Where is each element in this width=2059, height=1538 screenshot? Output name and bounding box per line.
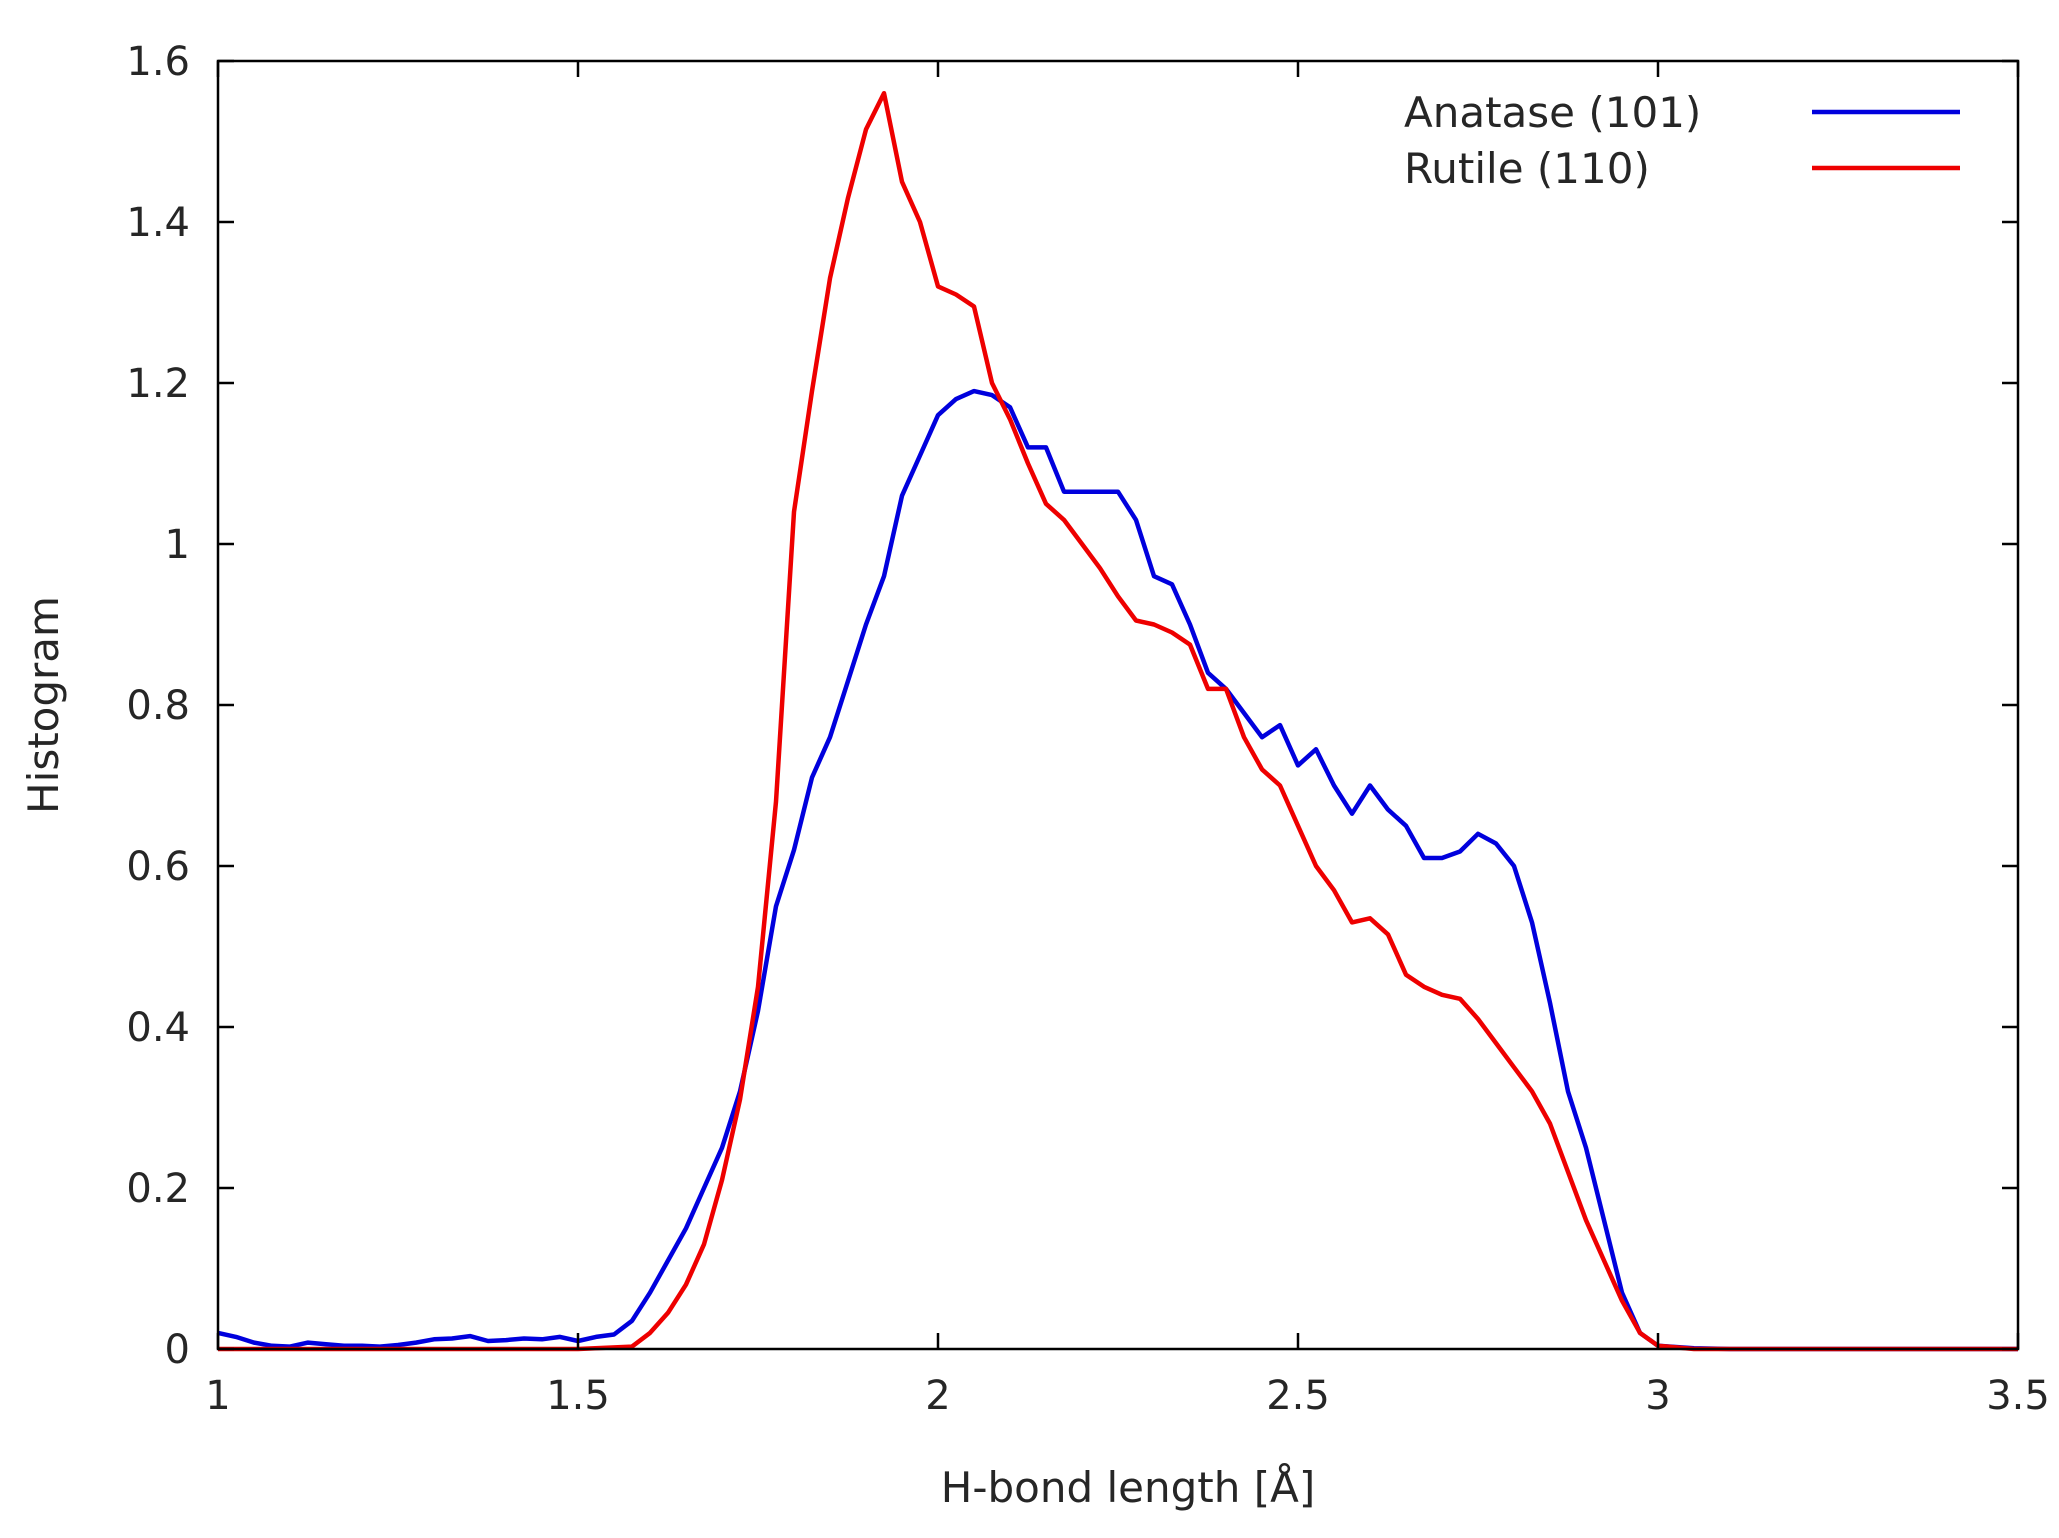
x-tick-label: 3.5 — [1986, 1373, 2050, 1419]
y-tick-label: 0.2 — [126, 1166, 190, 1212]
series-line-anatase — [217, 388, 2018, 1352]
series-layer — [217, 90, 2018, 1352]
legend: Anatase (101) Rutile (110) — [1404, 88, 1960, 193]
y-tick-label: 1.4 — [126, 200, 190, 246]
x-tick-label: 1 — [205, 1373, 230, 1419]
series-line-rutile — [218, 90, 2018, 1352]
ticks-layer — [216, 59, 2020, 1351]
x-tick-label: 2.5 — [1266, 1373, 1330, 1419]
y-tick-label: 0.4 — [126, 1005, 190, 1051]
y-tick-label: 0.8 — [126, 683, 190, 729]
x-tick-label: 3 — [1645, 1373, 1670, 1419]
y-tick-label: 1 — [165, 522, 190, 568]
x-tick-label: 2 — [925, 1373, 950, 1419]
legend-label-rutile: Rutile (110) — [1404, 144, 1650, 193]
legend-label-anatase: Anatase (101) — [1404, 88, 1701, 137]
y-axis-title: Histogram — [19, 596, 68, 814]
y-tick-label: 0.6 — [126, 844, 190, 890]
x-tick-label: 1.5 — [546, 1373, 610, 1419]
y-tick-label: 1.2 — [126, 361, 190, 407]
tick-labels-layer: 1 1.5 2 2.5 3 3.5 0 0.2 0.4 0.6 0.8 1 1.2 1.4 1.6 — [126, 39, 2049, 1419]
x-axis-title: H-bond length [Å] — [941, 1462, 1315, 1512]
y-tick-label: 1.6 — [126, 39, 190, 85]
y-tick-label: 0 — [165, 1327, 190, 1373]
